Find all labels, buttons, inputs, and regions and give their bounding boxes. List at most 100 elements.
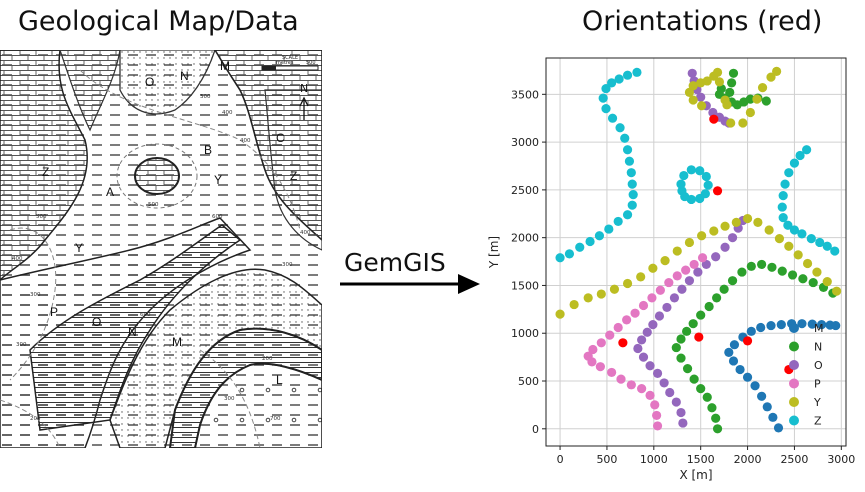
data-point-z bbox=[575, 242, 585, 252]
data-point-y bbox=[583, 293, 593, 303]
data-point-m bbox=[724, 347, 734, 357]
data-point-z bbox=[598, 93, 608, 103]
data-point-z bbox=[830, 246, 840, 256]
data-point-o bbox=[654, 311, 665, 321]
legend-marker bbox=[789, 397, 799, 407]
data-point-p bbox=[689, 259, 699, 270]
data-point-p bbox=[616, 374, 626, 384]
data-point-y bbox=[636, 272, 646, 282]
data-point-n bbox=[727, 276, 738, 286]
data-point-p bbox=[652, 421, 663, 431]
data-point-y bbox=[793, 250, 803, 260]
data-point-m bbox=[762, 402, 772, 412]
data-point-z bbox=[802, 145, 812, 155]
legend-marker bbox=[789, 415, 799, 426]
data-point-z bbox=[622, 70, 633, 80]
y-tick-label: 1000 bbox=[511, 327, 539, 340]
data-point-y bbox=[784, 241, 794, 251]
x-tick-label: 1000 bbox=[640, 453, 668, 466]
data-point-p bbox=[613, 322, 623, 333]
data-point-z bbox=[624, 156, 635, 166]
data-point-y bbox=[720, 221, 730, 231]
map-label-m-lower: M bbox=[172, 335, 182, 349]
x-tick-label: 1500 bbox=[687, 453, 715, 466]
data-point-p bbox=[652, 410, 662, 421]
data-point-p bbox=[697, 253, 708, 263]
data-point-z bbox=[778, 212, 788, 223]
data-point-z bbox=[615, 123, 625, 133]
data-point-o bbox=[665, 387, 675, 398]
data-point-y bbox=[622, 278, 633, 289]
data-point-z bbox=[695, 193, 705, 204]
data-point-z bbox=[622, 210, 633, 220]
data-point-m bbox=[776, 320, 786, 330]
data-point-z bbox=[601, 83, 611, 94]
contour-label: 500 bbox=[148, 202, 159, 208]
data-point-y bbox=[697, 101, 707, 111]
data-point-z bbox=[679, 170, 689, 181]
map-label-z-right: Z bbox=[290, 169, 297, 183]
data-point-n bbox=[712, 293, 722, 303]
y-tick-label: 1500 bbox=[511, 279, 539, 292]
data-point-n bbox=[689, 374, 699, 384]
data-point-z bbox=[806, 234, 816, 244]
data-point-m bbox=[807, 319, 817, 329]
data-point-p bbox=[638, 300, 649, 311]
data-point-n bbox=[711, 413, 721, 423]
data-point-p bbox=[637, 384, 647, 394]
data-point-z bbox=[620, 133, 630, 143]
data-point-z bbox=[780, 179, 790, 189]
map-label-p: P bbox=[50, 305, 58, 319]
x-tick-label: 3000 bbox=[827, 453, 855, 466]
data-point-z bbox=[622, 145, 633, 155]
data-point-p bbox=[664, 277, 674, 288]
data-point-p bbox=[647, 293, 657, 303]
data-point-o bbox=[662, 302, 672, 313]
data-point-y bbox=[745, 107, 755, 118]
data-point-z bbox=[607, 78, 617, 88]
data-point-orientations bbox=[712, 186, 723, 196]
data-point-o bbox=[645, 361, 655, 371]
data-point-y bbox=[660, 256, 670, 266]
legend-label: Y bbox=[813, 396, 821, 409]
data-point-n bbox=[682, 326, 692, 336]
legend-label: O bbox=[814, 359, 823, 372]
data-point-n bbox=[745, 94, 755, 104]
x-tick-label: 500 bbox=[596, 453, 617, 466]
data-point-n bbox=[798, 274, 808, 284]
data-point-y bbox=[672, 246, 682, 256]
data-point-y bbox=[822, 277, 832, 287]
data-point-y bbox=[697, 231, 707, 241]
map-label-n: N bbox=[180, 69, 189, 83]
data-point-o bbox=[693, 267, 703, 277]
geological-map: SCALE metres 500 N O N M B C Z A Y Z Y P… bbox=[0, 50, 322, 448]
y-axis-label: Y [m] bbox=[487, 236, 501, 269]
map-label-o-lower: O bbox=[92, 315, 101, 329]
contour-label: 700 bbox=[270, 416, 281, 422]
data-point-m bbox=[735, 364, 745, 375]
data-point-z bbox=[626, 168, 636, 178]
plot-frame bbox=[545, 57, 847, 447]
data-point-y bbox=[772, 66, 782, 76]
arrow-label: GemGIS bbox=[344, 248, 446, 277]
y-tick-label: 3500 bbox=[511, 88, 539, 101]
data-point-m bbox=[817, 320, 827, 330]
north-label: N bbox=[300, 82, 308, 95]
data-point-z bbox=[695, 166, 705, 176]
data-point-m bbox=[756, 322, 766, 333]
map-label-o: O bbox=[145, 75, 154, 89]
data-point-y bbox=[609, 284, 620, 294]
data-point-y bbox=[726, 118, 736, 128]
data-point-o bbox=[659, 378, 669, 388]
map-label-c: C bbox=[276, 131, 285, 145]
y-tick-label: 3000 bbox=[511, 136, 539, 149]
data-point-n bbox=[757, 259, 767, 270]
data-point-n bbox=[719, 284, 729, 294]
contour-label: 300 bbox=[200, 94, 211, 100]
y-tick-label: 2000 bbox=[511, 232, 539, 245]
data-point-p bbox=[583, 351, 593, 361]
legend-label: M bbox=[814, 322, 824, 335]
data-point-o bbox=[684, 276, 695, 286]
data-point-o bbox=[711, 252, 721, 262]
data-point-y bbox=[742, 213, 753, 224]
